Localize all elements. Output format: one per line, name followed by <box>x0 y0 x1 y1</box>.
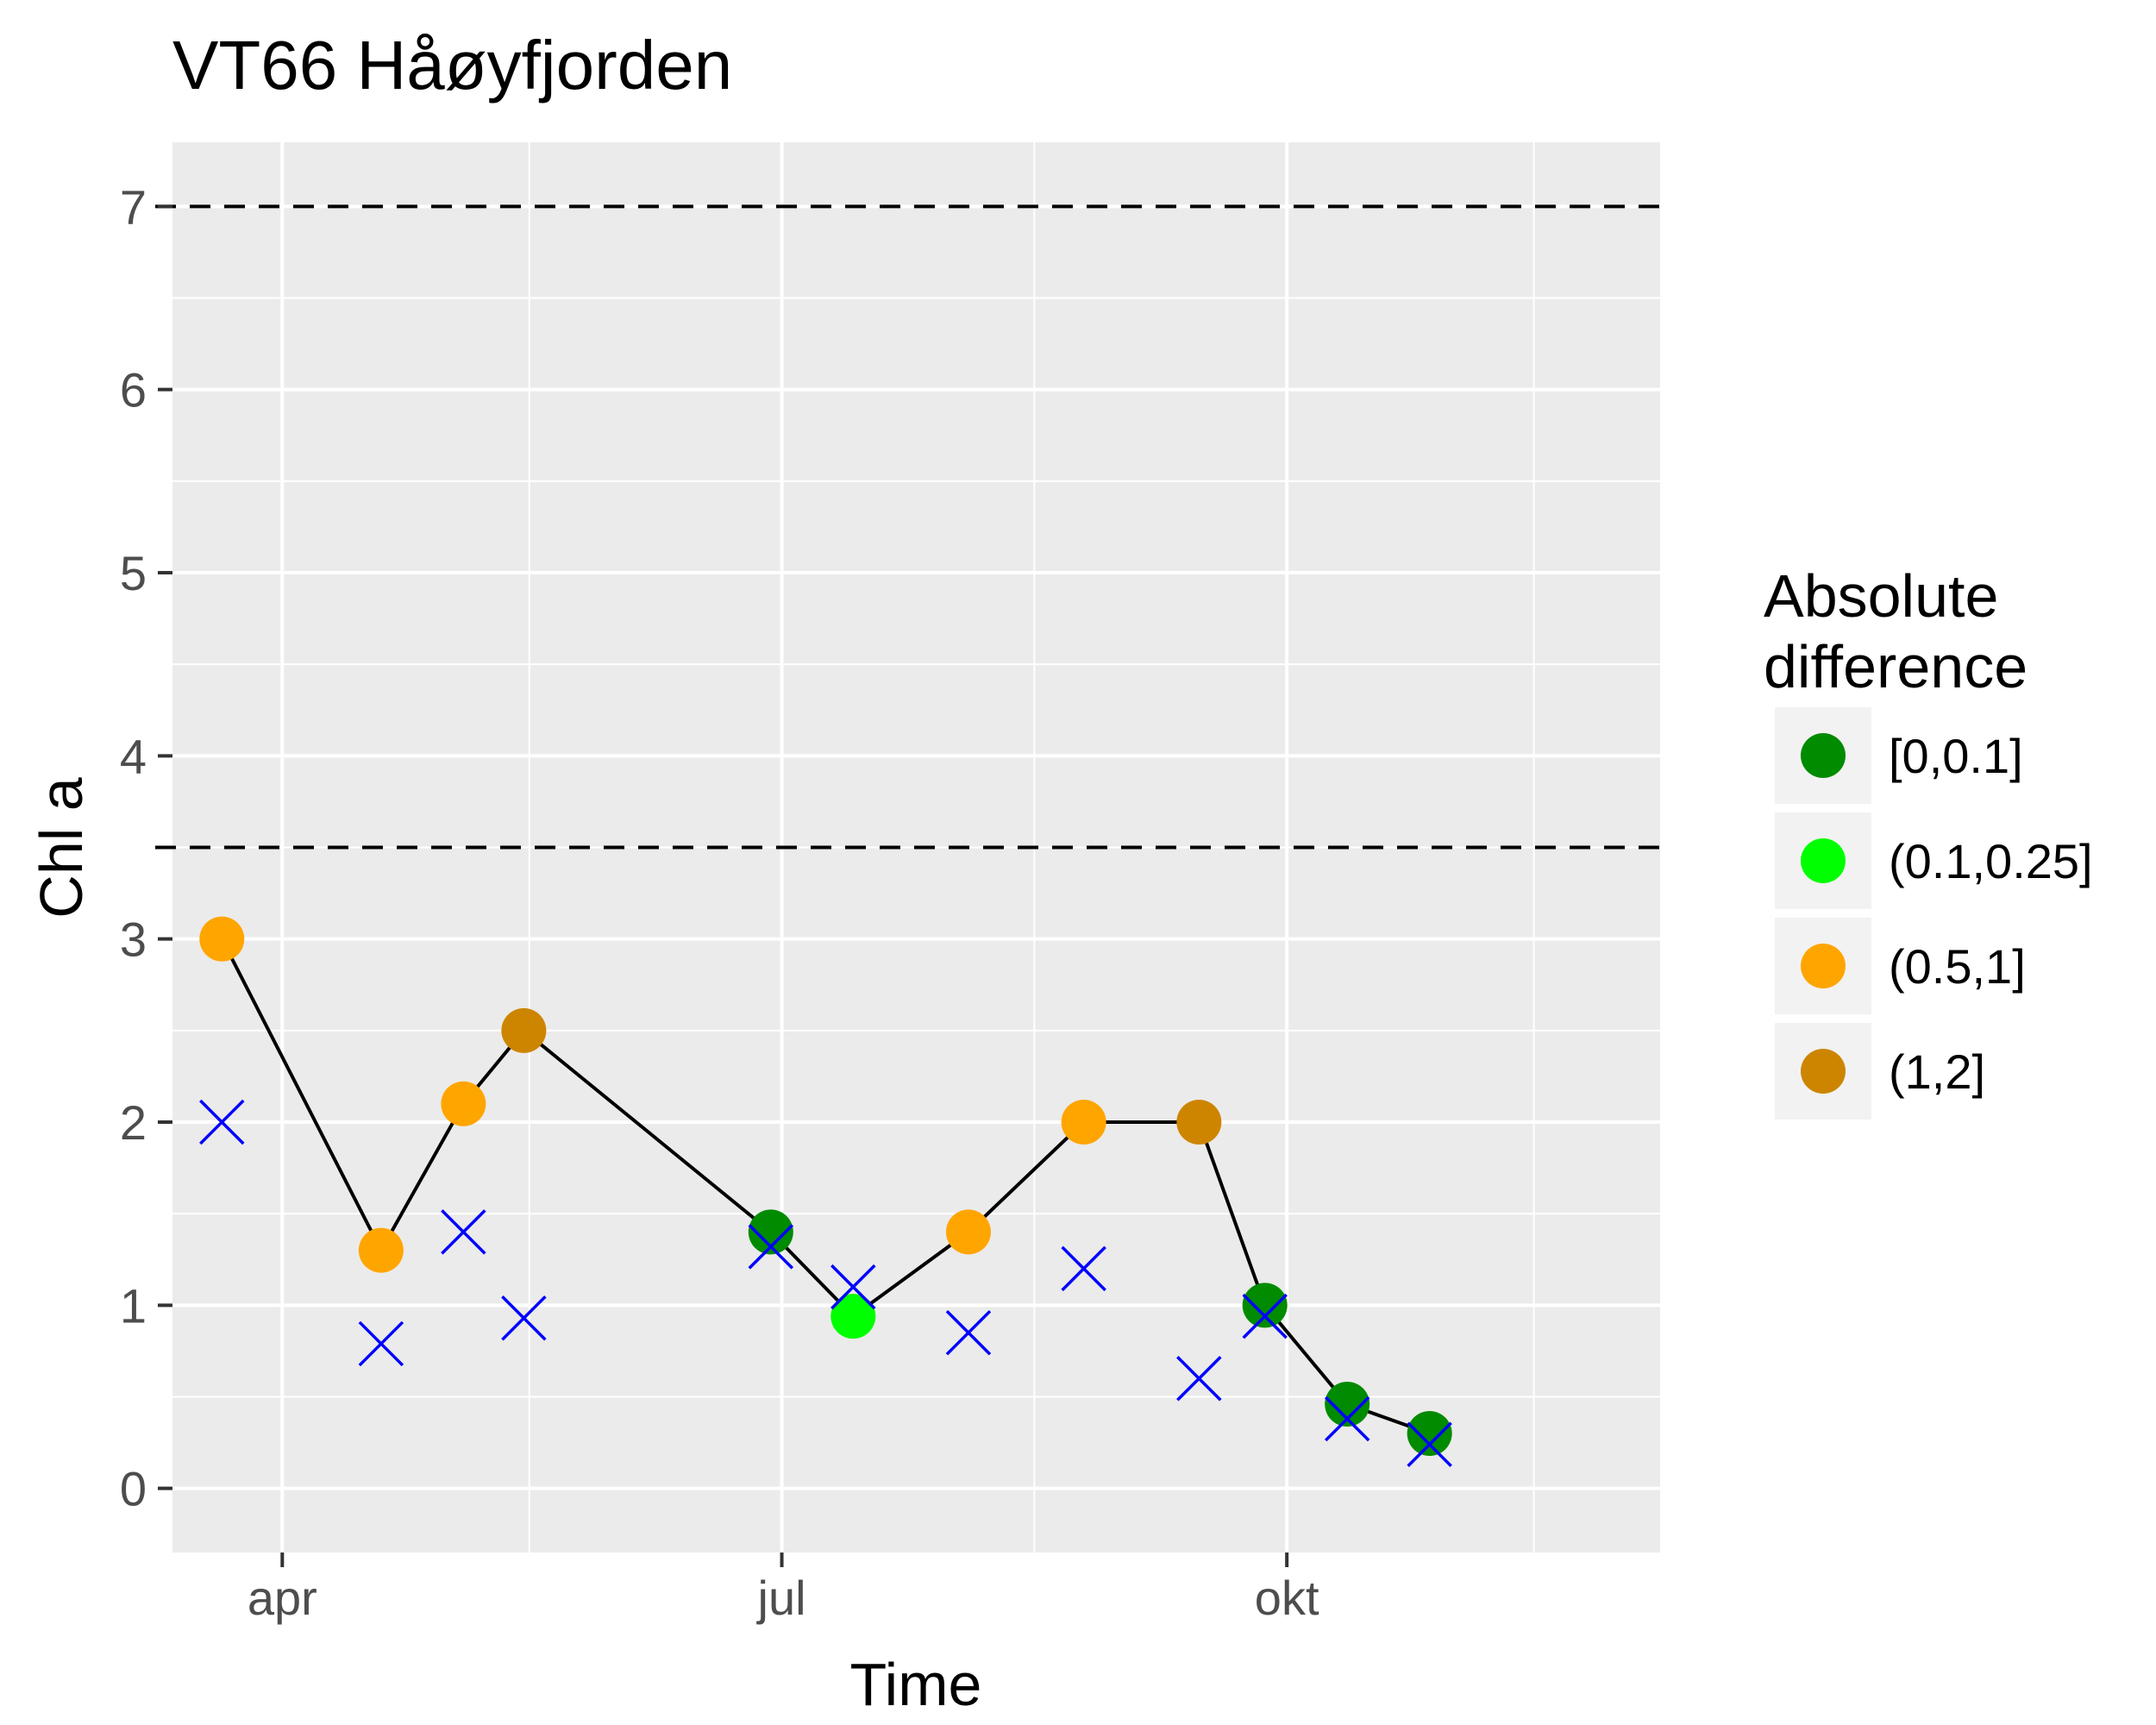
y-tick-label: 6 <box>120 363 147 417</box>
legend-key-dot <box>1801 944 1846 988</box>
predicted-cross <box>945 1309 992 1356</box>
observed-points <box>199 916 1452 1456</box>
legend-key-dot <box>1801 1049 1846 1094</box>
x-tick-label: okt <box>1255 1571 1319 1625</box>
observed-point <box>501 1007 547 1053</box>
y-tick-label: 5 <box>120 546 147 600</box>
predicted-cross <box>1061 1245 1106 1292</box>
observed-point <box>199 916 245 962</box>
legend-label: (1,2] <box>1889 1044 1985 1099</box>
y-tick-label: 2 <box>120 1095 147 1150</box>
observed-point <box>1176 1100 1222 1145</box>
y-tick-label: 3 <box>120 913 147 967</box>
y-axis: 0 1 2 3 4 5 6 7 <box>120 179 172 1516</box>
predicted-cross <box>830 1264 876 1310</box>
chart-title: VT66 Håøyfjorden <box>172 27 732 104</box>
x-axis: apr jul okt <box>248 1552 1319 1625</box>
legend-label: (0.5,1] <box>1889 939 2026 994</box>
observed-point <box>1325 1382 1370 1427</box>
predicted-cross <box>199 1099 245 1145</box>
y-tick-label: 0 <box>120 1462 147 1516</box>
legend-label: [0,0.1] <box>1889 729 2023 783</box>
legend-key-dot <box>1801 733 1846 778</box>
x-tick-label: apr <box>248 1571 317 1625</box>
x-axis-title: Time <box>850 1651 982 1718</box>
predicted-cross <box>748 1224 794 1270</box>
predicted-cross <box>501 1295 547 1341</box>
predicted-cross <box>1242 1293 1288 1339</box>
predicted-cross <box>1407 1421 1452 1467</box>
predicted-crosses <box>199 1099 1452 1467</box>
predicted-cross <box>358 1320 404 1367</box>
observed-point <box>945 1209 991 1255</box>
grid-minor <box>172 142 1660 1552</box>
x-tick-label: jul <box>756 1571 806 1625</box>
observed-point <box>1407 1410 1452 1456</box>
observed-point <box>1242 1283 1288 1328</box>
legend: Absolute difference [0,0.1] (0.1,0.25] (0.… <box>1764 562 2093 1120</box>
legend-title-line-2: difference <box>1764 633 2028 700</box>
predicted-cross <box>441 1209 486 1255</box>
predicted-cross <box>1176 1356 1222 1402</box>
legend-title-line-1: Absolute <box>1764 562 1998 630</box>
observed-point <box>1061 1100 1106 1145</box>
y-tick-label: 1 <box>120 1278 147 1333</box>
y-tick-label: 7 <box>120 179 147 234</box>
predicted-cross <box>1324 1396 1370 1442</box>
observed-point <box>748 1209 793 1255</box>
observed-point <box>358 1227 404 1273</box>
reference-lines <box>155 204 1660 850</box>
grid-major <box>172 142 1660 1552</box>
y-axis-title: Chl a <box>28 777 95 918</box>
observed-point <box>441 1081 486 1126</box>
y-tick-label: 4 <box>120 729 147 783</box>
observed-point <box>830 1294 876 1339</box>
legend-label: (0.1,0.25] <box>1889 834 2093 888</box>
legend-key-dot <box>1801 838 1846 883</box>
